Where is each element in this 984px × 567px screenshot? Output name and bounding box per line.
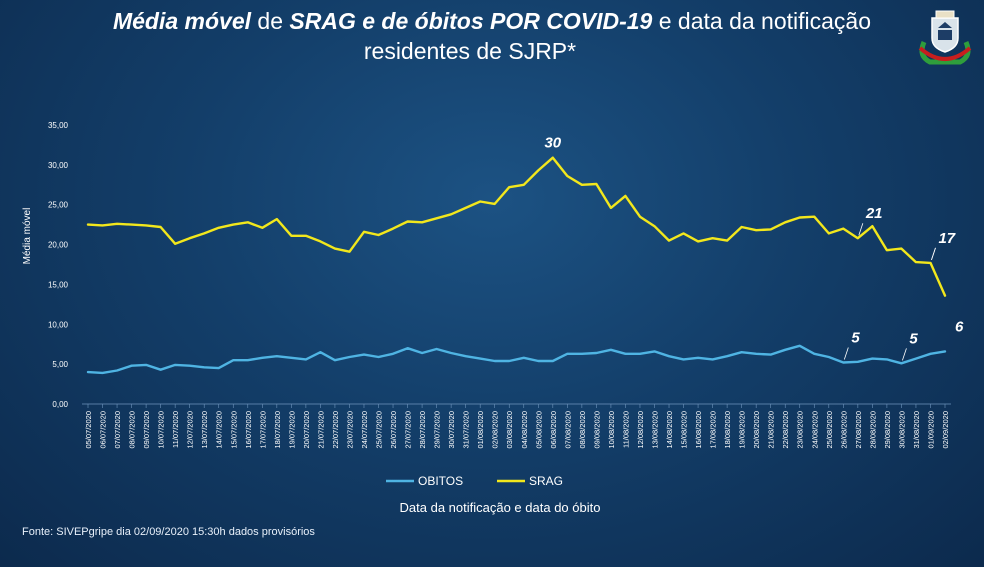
x-tick-label: 25/08/2020 [825, 411, 834, 449]
y-tick-label: 35,00 [48, 121, 69, 130]
x-tick-label: 05/07/2020 [84, 411, 93, 449]
x-tick-label: 02/08/2020 [491, 411, 500, 449]
x-tick-label: 13/07/2020 [200, 411, 209, 449]
series-line-obitos [86, 344, 947, 375]
x-tick-label: 02/09/2020 [941, 411, 950, 449]
x-tick-label: 14/07/2020 [215, 411, 224, 449]
x-tick-label: 19/07/2020 [287, 411, 296, 449]
y-tick-label: 10,00 [48, 320, 69, 329]
annotation-leader [843, 347, 849, 360]
y-tick-label: 30,00 [48, 161, 69, 170]
source-footnote: Fonte: SIVEPgripe dia 02/09/2020 15:30h … [22, 526, 315, 538]
x-tick-label: 30/07/2020 [447, 411, 456, 449]
y-tick-label: 15,00 [48, 280, 69, 289]
x-axis-label: Data da notificação e data do óbito [400, 500, 601, 515]
x-tick-label: 28/08/2020 [868, 411, 877, 449]
x-tick-label: 15/07/2020 [229, 411, 238, 449]
x-tick-label: 27/08/2020 [854, 411, 863, 449]
chart-subtitle: residentes de SJRP* [363, 38, 577, 64]
data-label-srag: 17 [938, 230, 955, 247]
y-tick-label: 25,00 [48, 201, 69, 210]
legend-label-obitos: OBITOS [418, 474, 463, 488]
series-lines [86, 156, 947, 375]
y-axis-label: Média móvel [22, 208, 33, 265]
title-part-3: SRAG e de óbitos POR COVID-19 [289, 8, 653, 34]
x-tick-label: 07/07/2020 [113, 411, 122, 449]
x-tick-label: 01/08/2020 [476, 411, 485, 449]
data-label-obitos: 6 [955, 318, 964, 335]
x-tick-label: 13/08/2020 [650, 411, 659, 449]
x-tick-label: 18/07/2020 [273, 411, 282, 449]
x-tick-label: 16/07/2020 [244, 411, 253, 449]
x-tick-label: 03/08/2020 [505, 411, 514, 449]
annotation-leader [858, 223, 864, 236]
chart-title: Média móvel de SRAG e de óbitos POR COVI… [0, 6, 984, 36]
x-tick-label: 07/08/2020 [563, 411, 572, 449]
x-tick-label: 22/08/2020 [781, 411, 790, 449]
x-tick-label: 06/08/2020 [549, 411, 558, 449]
data-label-obitos: 5 [851, 330, 860, 347]
title-part-1: Média móvel [112, 8, 252, 34]
annotation-leader [931, 247, 936, 261]
x-tick-label: 22/07/2020 [331, 411, 340, 449]
x-tick-label: 10/08/2020 [607, 411, 616, 449]
city-coat-of-arms-icon [918, 10, 972, 65]
x-tick-label: 16/08/2020 [694, 411, 703, 449]
x-tick-label: 17/07/2020 [258, 411, 267, 449]
x-tick-label: 05/08/2020 [534, 411, 543, 449]
x-tick-label: 11/08/2020 [621, 411, 630, 448]
x-tick-label: 12/08/2020 [636, 411, 645, 449]
x-tick-label: 30/08/2020 [897, 411, 906, 449]
x-tick-label: 21/07/2020 [316, 411, 325, 449]
x-tick-label: 04/08/2020 [520, 411, 529, 449]
title-part-4: e data da notificação [652, 8, 872, 34]
legend-label-srag: SRAG [529, 474, 563, 488]
annotation-leader [902, 348, 907, 361]
x-tick-label: 26/07/2020 [389, 411, 398, 449]
title-part-2: de [251, 8, 290, 34]
x-tick-label: 23/07/2020 [345, 411, 354, 449]
y-tick-label: 5,00 [52, 360, 68, 369]
x-tick-label: 15/08/2020 [680, 411, 689, 449]
x-tick-label: 27/07/2020 [404, 411, 413, 449]
x-tick-label: 29/08/2020 [883, 411, 892, 449]
x-tick-label: 09/08/2020 [592, 411, 601, 449]
x-tick-label: 08/07/2020 [128, 411, 137, 449]
x-tick-label: 17/08/2020 [709, 411, 718, 449]
x-tick-label: 06/07/2020 [99, 411, 108, 449]
x-tick-label: 01/09/2020 [926, 411, 935, 449]
x-tick-label: 20/07/2020 [302, 411, 311, 449]
x-tick-label: 12/07/2020 [186, 411, 195, 449]
x-tick-label: 24/07/2020 [360, 411, 369, 449]
x-tick-label: 14/08/2020 [665, 411, 674, 449]
x-tick-label: 19/08/2020 [738, 411, 747, 449]
x-tick-label: 26/08/2020 [839, 411, 848, 449]
x-tick-label: 31/07/2020 [462, 411, 471, 449]
x-axis-ticks: 05/07/2020 06/07/2020 07/07/2020 08/07/2020… [84, 404, 950, 449]
y-tick-label: 20,00 [48, 241, 69, 250]
data-label-srag: 21 [865, 205, 883, 222]
data-label-obitos: 5 [909, 330, 918, 347]
x-tick-label: 31/08/2020 [912, 411, 921, 449]
x-tick-label: 25/07/2020 [375, 411, 384, 449]
x-tick-label: 18/08/2020 [723, 411, 732, 449]
x-tick-label: 21/08/2020 [767, 411, 776, 449]
y-tick-label: 0,00 [52, 400, 68, 409]
series-line-srag [86, 156, 947, 297]
x-tick-label: 09/07/2020 [142, 411, 151, 449]
x-tick-label: 20/08/2020 [752, 411, 761, 449]
data-label-srag: 30 [544, 135, 561, 152]
x-tick-label: 24/08/2020 [810, 411, 819, 449]
x-tick-label: 28/07/2020 [418, 411, 427, 449]
x-tick-label: 23/08/2020 [796, 411, 805, 449]
x-tick-label: 08/08/2020 [578, 411, 587, 449]
x-tick-label: 11/07/2020 [171, 411, 180, 448]
y-axis-ticks: 0,00 5,00 10,00 15,00 20,00 25,00 30,00 35,00 [48, 121, 69, 409]
x-tick-label: 29/07/2020 [433, 411, 442, 449]
chart-legend: OBITOS SRAG [386, 474, 563, 488]
x-tick-label: 10/07/2020 [157, 411, 166, 449]
data-annotations: 30 21 17 5 5 6 [544, 135, 964, 361]
